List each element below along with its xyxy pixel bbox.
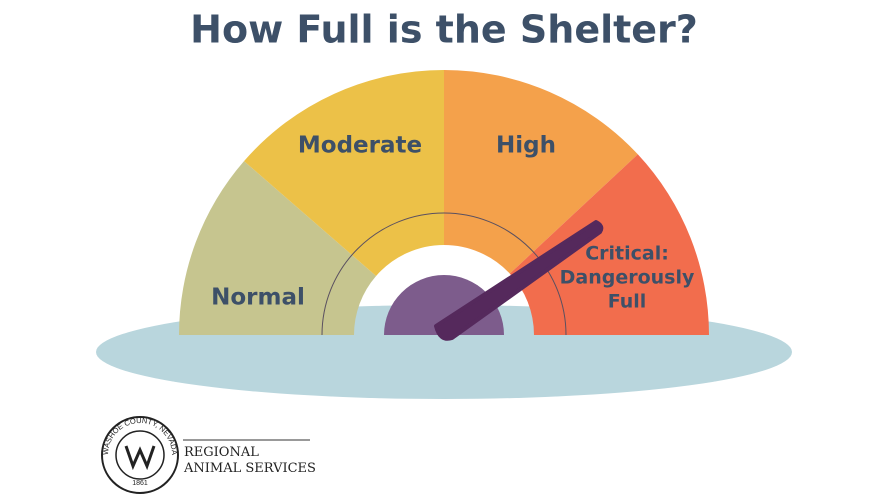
logo-year: 1861 — [132, 480, 148, 487]
segment-critical — [509, 154, 709, 335]
segment-moderate — [244, 69, 444, 276]
segment-label: Dangerously — [560, 267, 695, 289]
logo: WASHOE COUNTY, NEVADA 1861 REGIONAL ANIM… — [101, 416, 316, 494]
logo-name: REGIONAL — [184, 445, 259, 460]
needle — [434, 220, 604, 341]
logo-ring — [101, 416, 179, 494]
title: How Full is the Shelter? — [190, 8, 698, 52]
segment-label: High — [496, 133, 556, 159]
segment-label: Critical: — [585, 243, 669, 265]
logo-inner-ring — [115, 430, 165, 480]
logo-mark — [124, 445, 156, 471]
segment-label: Moderate — [298, 133, 422, 159]
segment-label: Full — [608, 291, 647, 313]
segment-normal — [179, 161, 377, 335]
logo-name: ANIMAL SERVICES — [183, 461, 316, 476]
segment-label: Normal — [211, 285, 305, 311]
inner-arc — [321, 212, 567, 336]
